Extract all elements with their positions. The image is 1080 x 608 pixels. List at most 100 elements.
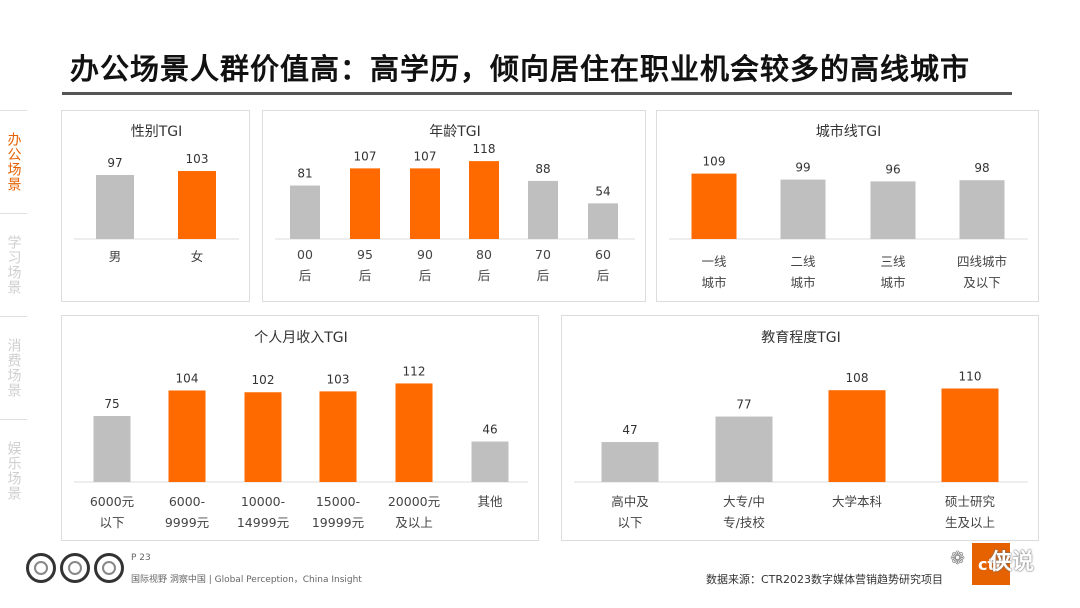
data-source: 数据来源：CTR2023数字媒体营销趋势研究项目 xyxy=(706,573,944,586)
category-label: 60 xyxy=(595,247,611,262)
category-label: 及以上 xyxy=(395,515,433,530)
data-label: 108 xyxy=(846,371,869,385)
category-label: 城市 xyxy=(790,275,815,290)
watermark: 侠说 xyxy=(990,550,1035,575)
side-tab-office[interactable]: 办公场景 xyxy=(0,110,27,213)
category-label: 专/技校 xyxy=(723,515,765,530)
category-label: 后 xyxy=(478,268,491,283)
data-label: 54 xyxy=(595,184,610,198)
bar xyxy=(528,180,558,239)
wechat-icon: ❁ xyxy=(950,548,966,569)
income-tgi-panel: 个人月收入TGI 75 6000元 以下 104 6000- 9999元 102 10000- 1… xyxy=(61,315,539,541)
age-tgi-chart: 年龄TGI 81 00 后 107 95 后 107 90 后 118 80 后 88 70 后 54 60 后 xyxy=(275,124,635,283)
gender-tgi-panel: 性别TGI 97 男 103 女 xyxy=(61,110,250,302)
category-label: 后 xyxy=(537,268,550,283)
side-tab-study[interactable]: 学习场景 xyxy=(0,213,27,316)
data-label: 46 xyxy=(482,423,497,437)
data-label: 98 xyxy=(974,161,989,175)
category-label: 大专/中 xyxy=(723,494,765,509)
bar xyxy=(588,203,618,239)
chart-title: 个人月收入TGI xyxy=(254,330,348,346)
category-label: 95 xyxy=(357,247,373,262)
category-label: 高中及 xyxy=(611,494,649,509)
data-label: 118 xyxy=(473,142,496,156)
category-label: 男 xyxy=(109,249,122,264)
bar xyxy=(319,391,357,482)
category-label: 四线城市 xyxy=(957,254,1007,269)
bar xyxy=(870,181,916,239)
age-tgi-panel: 年龄TGI 81 00 后 107 95 后 107 90 后 118 80 后 88 70 后 54 60 后 xyxy=(262,110,646,302)
category-label: 三线 xyxy=(880,254,906,269)
data-label: 103 xyxy=(186,152,209,166)
data-label: 99 xyxy=(795,161,810,175)
education-tgi-panel: 教育程度TGI 47 高中及 以下 77 大专/中 专/技校 108 大学本科 110 硕士研究 生及… xyxy=(561,315,1039,541)
category-label: 生及以上 xyxy=(945,515,995,530)
bar xyxy=(469,161,499,239)
data-label: 96 xyxy=(885,162,900,176)
bar xyxy=(715,416,773,482)
gender-tgi-chart: 性别TGI 97 男 103 女 xyxy=(74,124,239,264)
category-label: 以下 xyxy=(617,515,642,530)
category-label: 一线 xyxy=(701,254,727,269)
category-label: 70 xyxy=(535,247,551,262)
certification-logos xyxy=(26,553,124,583)
data-label: 104 xyxy=(176,371,199,385)
category-label: 9999元 xyxy=(165,515,209,530)
bar xyxy=(290,185,320,239)
category-label: 后 xyxy=(299,268,312,283)
data-label: 97 xyxy=(107,156,122,170)
category-label: 女 xyxy=(191,249,204,264)
category-label: 城市 xyxy=(880,275,905,290)
sgs-logo-2 xyxy=(60,553,90,583)
bar xyxy=(93,416,131,482)
category-label: 00 xyxy=(297,247,313,262)
category-label: 19999元 xyxy=(312,515,364,530)
data-label: 109 xyxy=(703,155,726,169)
sgs-logo-3 xyxy=(94,553,124,583)
category-label: 以下 xyxy=(99,515,124,530)
bar xyxy=(244,392,282,482)
page-title: 办公场景人群价值高：高学历，倾向居住在职业机会较多的高线城市 xyxy=(70,52,971,86)
bar xyxy=(691,173,737,239)
category-label: 后 xyxy=(597,268,610,283)
category-label: 城市 xyxy=(701,275,726,290)
bar xyxy=(941,388,999,482)
category-label: 14999元 xyxy=(237,515,289,530)
bar xyxy=(780,179,826,239)
side-tab-entertain[interactable]: 娱乐场景 xyxy=(0,419,27,522)
data-label: 107 xyxy=(354,149,377,163)
chart-title: 性别TGI xyxy=(131,124,183,140)
bar xyxy=(178,171,216,239)
category-label: 6000元 xyxy=(90,494,134,509)
chart-title: 年龄TGI xyxy=(429,124,481,140)
bar xyxy=(601,442,659,482)
category-label: 15000- xyxy=(316,494,360,509)
category-label: 90 xyxy=(417,247,433,262)
data-label: 102 xyxy=(252,373,275,387)
bar xyxy=(471,441,509,482)
bar xyxy=(828,390,886,482)
data-label: 110 xyxy=(959,370,982,384)
category-label: 20000元 xyxy=(388,494,440,509)
data-label: 112 xyxy=(403,364,426,378)
bar xyxy=(410,168,440,239)
category-label: 后 xyxy=(359,268,372,283)
data-label: 47 xyxy=(622,423,637,437)
bar xyxy=(395,383,433,482)
data-label: 103 xyxy=(327,372,350,386)
sgs-logo-1 xyxy=(26,553,56,583)
bar xyxy=(96,174,134,239)
bar xyxy=(168,390,206,482)
city-tier-tgi-panel: 城市线TGI 109 一线 城市 99 二线 城市 96 三线 城市 98 四线城市 及以下 xyxy=(656,110,1039,302)
side-tab-consume[interactable]: 消费场景 xyxy=(0,316,27,419)
bar xyxy=(350,168,380,239)
data-label: 107 xyxy=(414,149,437,163)
category-label: 大学本科 xyxy=(832,494,883,509)
category-label: 其他 xyxy=(477,494,503,509)
side-tab-nav: 办公场景 学习场景 消费场景 娱乐场景 xyxy=(0,110,27,522)
bar xyxy=(959,180,1005,239)
category-label: 硕士研究 xyxy=(945,494,996,509)
